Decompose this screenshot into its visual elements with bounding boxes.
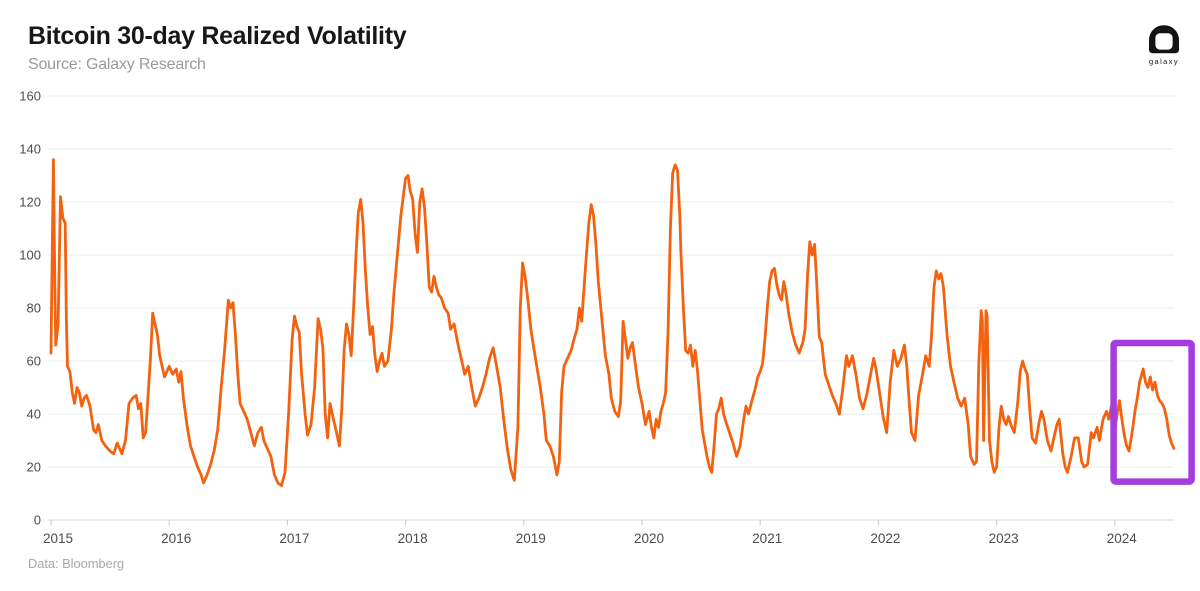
y-axis-tick-label: 20: [27, 460, 41, 475]
y-axis-tick-label: 80: [27, 301, 41, 316]
x-axis-tick-label: 2015: [43, 531, 73, 546]
galaxy-logo: galaxy: [1142, 24, 1186, 66]
x-axis-tick-label: 2021: [752, 531, 782, 546]
y-axis-tick-label: 100: [19, 248, 41, 263]
y-axis-tick-label: 140: [19, 142, 41, 157]
galaxy-logo-text: galaxy: [1148, 57, 1180, 66]
x-axis-tick-label: 2023: [989, 531, 1019, 546]
x-axis-tick-label: 2016: [161, 531, 191, 546]
y-axis-tick-label: 60: [27, 354, 41, 369]
y-axis-tick-label: 40: [27, 407, 41, 422]
galaxy-logo-icon: [1149, 25, 1179, 54]
highlight-2024-box: [1110, 339, 1195, 485]
volatility-series-line: [49, 158, 1176, 488]
chart-source: Source: Galaxy Research: [28, 55, 206, 73]
y-axis-tick-label: 120: [19, 195, 41, 210]
x-axis-tick-label: 2024: [1107, 531, 1138, 546]
page-title: Bitcoin 30-day Realized Volatility: [28, 22, 407, 50]
x-axis-tick-label: 2018: [398, 531, 428, 546]
x-axis-tick-label: 2019: [516, 531, 546, 546]
x-axis-tick-label: 2020: [634, 531, 664, 546]
x-axis-tick-label: 2017: [279, 531, 309, 546]
y-axis-tick-label: 160: [19, 89, 41, 104]
x-axis-tick-label: 2022: [870, 531, 900, 546]
y-axis-tick-label: 0: [34, 513, 41, 528]
data-credit: Data: Bloomberg: [28, 556, 125, 571]
chart-header: Bitcoin 30-day Realized Volatility Sourc…: [28, 22, 407, 74]
